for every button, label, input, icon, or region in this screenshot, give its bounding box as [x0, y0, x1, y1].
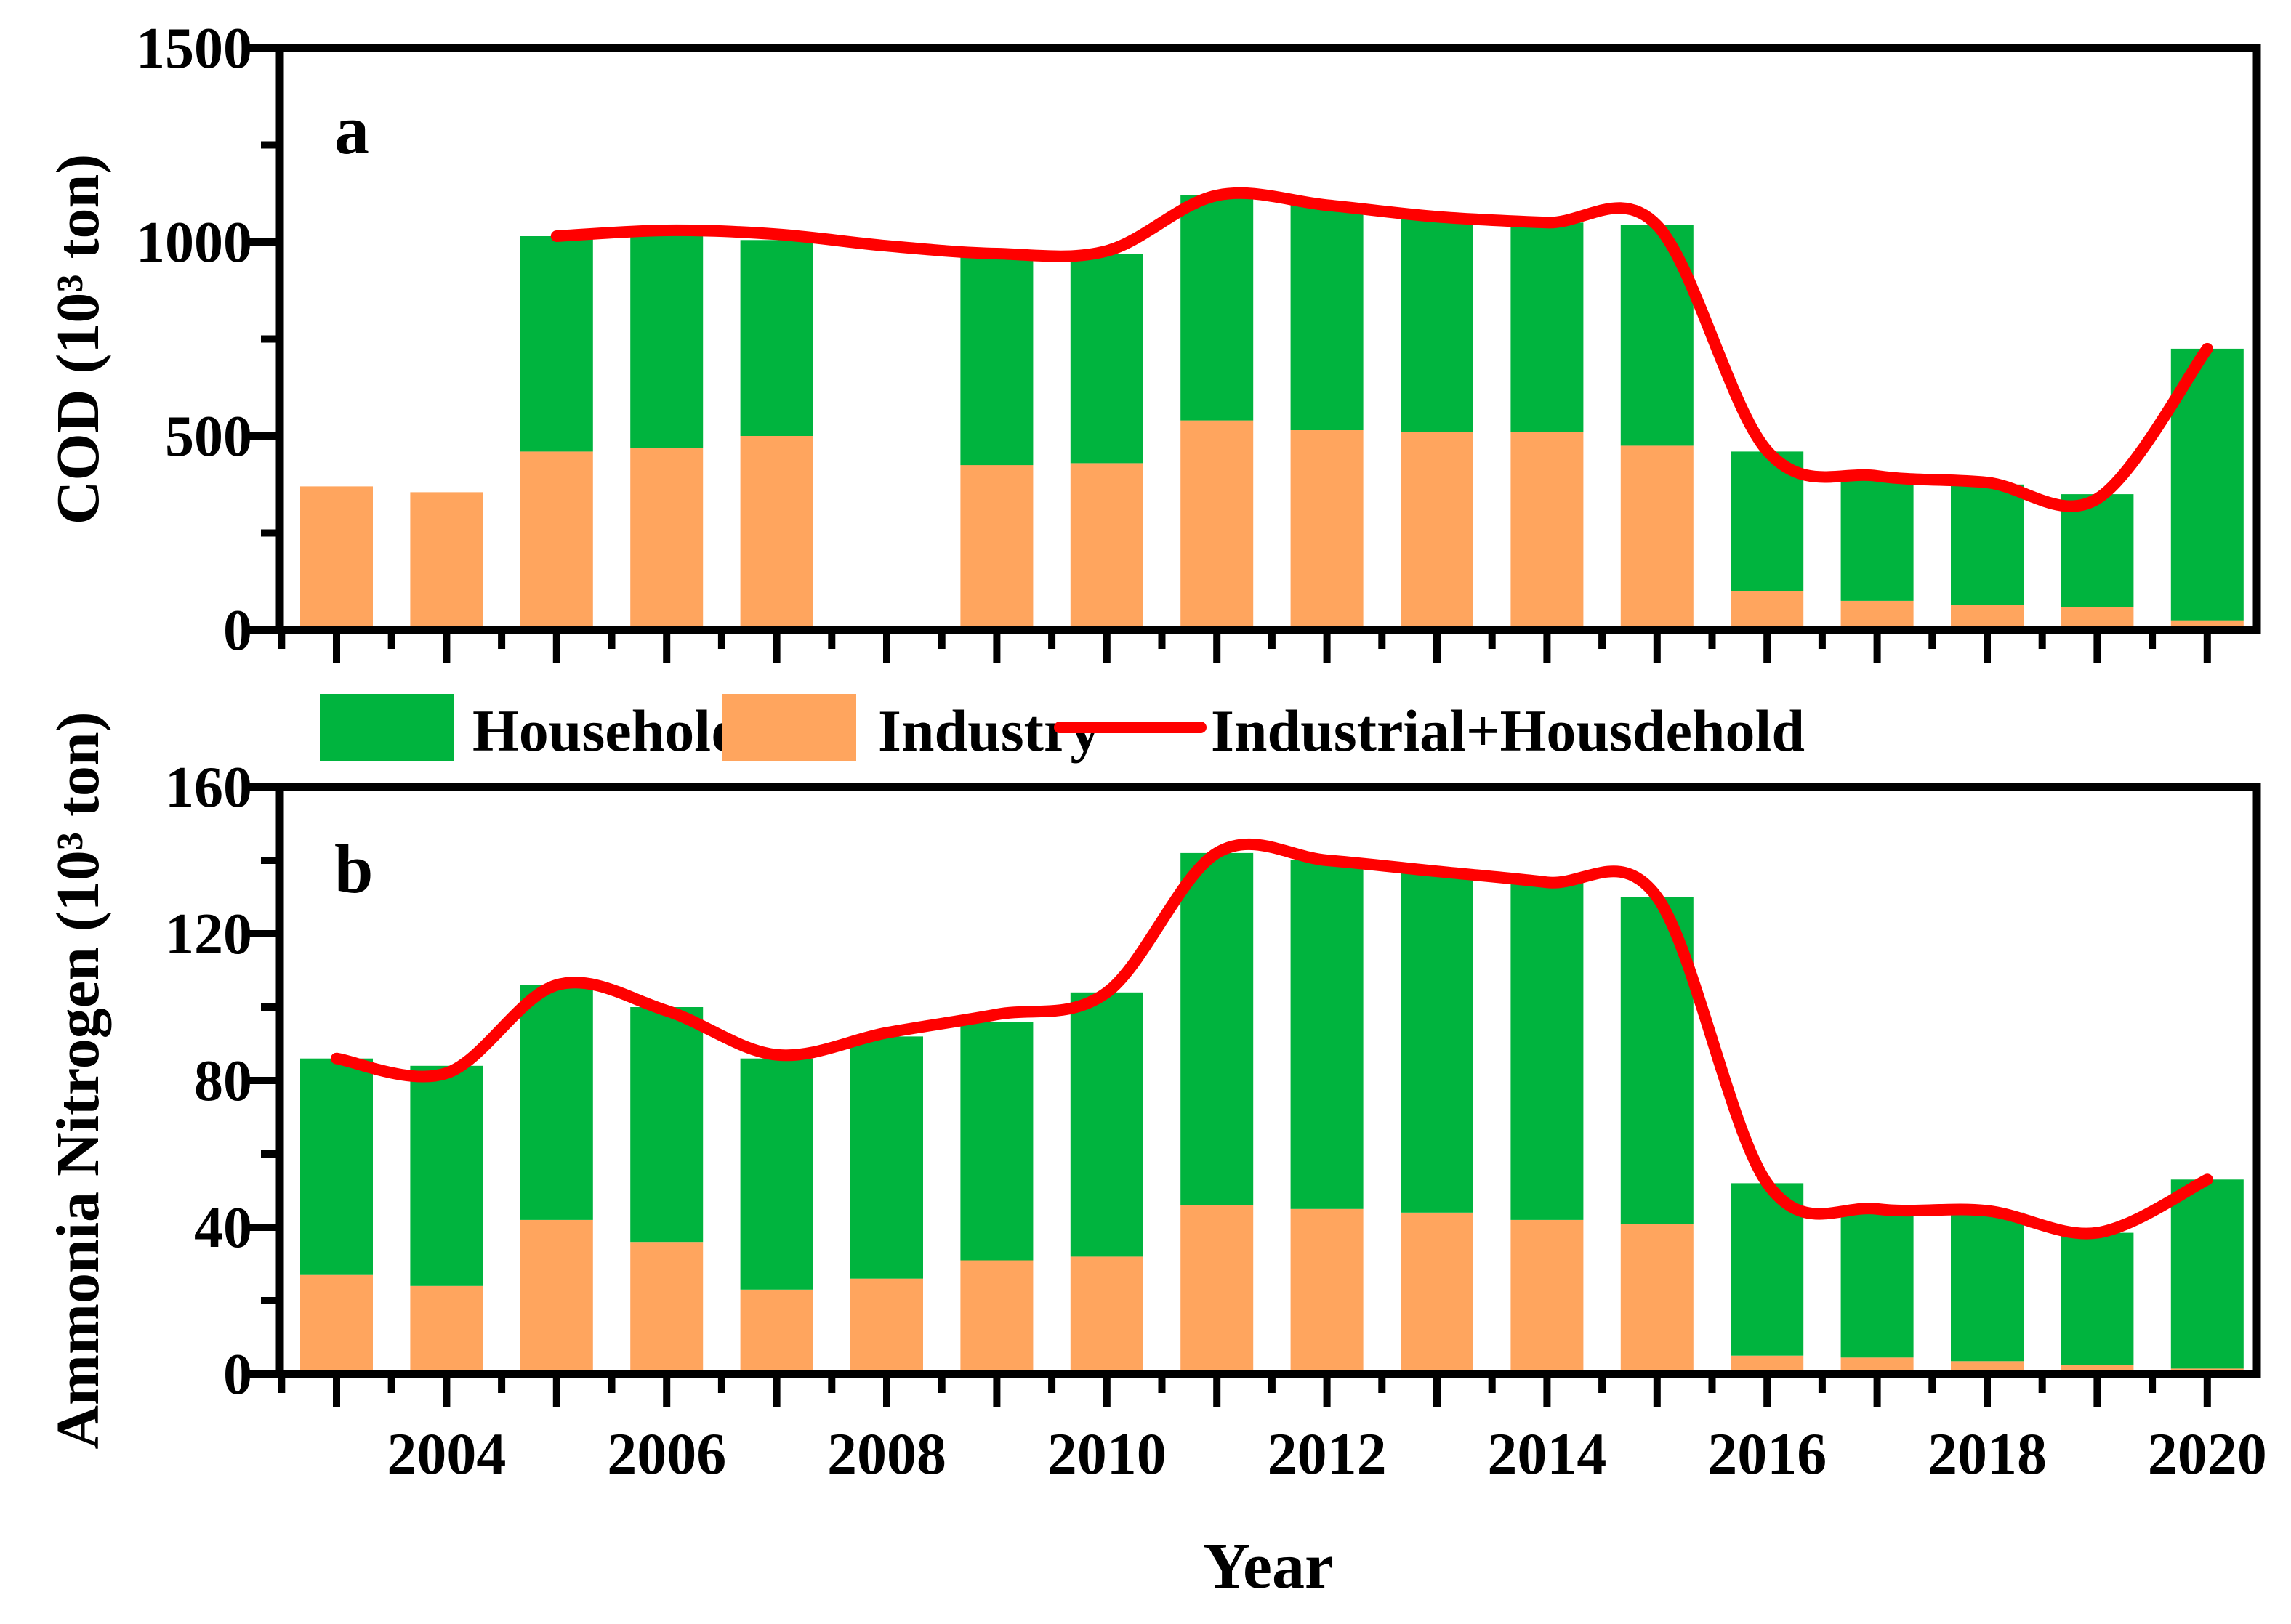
- x-tick-label-2010: 2010: [1047, 1421, 1167, 1487]
- bar-industry-2015: [1620, 445, 1694, 630]
- bar-household-2010: [1070, 992, 1143, 1257]
- bar-industry-2007: [740, 436, 813, 630]
- bar-industry-2003: [300, 1274, 373, 1374]
- bar-household-2009: [960, 1022, 1034, 1261]
- bar-industry-2009: [960, 1260, 1034, 1374]
- bar-household-2010: [1070, 254, 1143, 464]
- y-tick-label-b-120: 120: [165, 902, 252, 966]
- bar-industry-2010: [1070, 1256, 1143, 1374]
- bar-household-2014: [1510, 882, 1584, 1220]
- legend: Household Industry Industrial+Housdehold: [320, 694, 1805, 764]
- bar-industry-2008: [850, 1278, 923, 1374]
- x-tick-label-2012: 2012: [1268, 1421, 1387, 1487]
- y-tick-label-b-40: 40: [194, 1196, 252, 1260]
- bar-industry-2018: [1951, 605, 2024, 630]
- total-line-b: [331, 838, 2213, 1240]
- bar-industry-2013: [1401, 432, 1473, 630]
- bar-industry-2011: [1180, 1205, 1254, 1374]
- bar-industry-2014: [1510, 1219, 1584, 1374]
- panel-b: 0 40 80 120 160 b Ammonia Nitrogen (10³ ton): [44, 711, 2261, 1450]
- x-tick-label-2016: 2016: [1707, 1421, 1827, 1487]
- bar-industry-2017: [1840, 1357, 1914, 1374]
- bar-industry-2013: [1401, 1212, 1473, 1374]
- bar-industry-2005: [520, 1219, 593, 1374]
- bar-household-2018: [1951, 484, 2024, 605]
- bar-household-2019: [2061, 494, 2134, 607]
- bar-industry-2007: [740, 1289, 813, 1374]
- bar-household-2008: [850, 1036, 923, 1279]
- x-tick-label-2018: 2018: [1928, 1421, 2047, 1487]
- bar-industry-2015: [1620, 1224, 1694, 1374]
- bar-industry-2006: [630, 448, 704, 630]
- bar-industry-2012: [1290, 430, 1364, 630]
- bar-household-2007: [740, 1058, 813, 1290]
- y-tick-label-b-0: 0: [223, 1343, 252, 1407]
- bar-household-2014: [1510, 222, 1584, 432]
- bar-industry-2010: [1070, 463, 1143, 630]
- bar-industry-2003: [300, 486, 373, 630]
- x-axis-title: Year: [1203, 1530, 1334, 1602]
- y-tick-label-b-80: 80: [194, 1049, 252, 1113]
- bar-industry-2011: [1180, 420, 1254, 630]
- y-tick-label-b-160: 160: [165, 756, 252, 820]
- bar-household-2006: [630, 232, 704, 448]
- x-tick-label-2020: 2020: [2148, 1421, 2267, 1487]
- bar-household-2019: [2061, 1232, 2134, 1365]
- bar-industry-2009: [960, 465, 1034, 630]
- legend-label-total-line: Industrial+Housdehold: [1211, 698, 1805, 764]
- legend-swatch-industry: [722, 694, 856, 761]
- bar-household-2018: [1951, 1212, 2024, 1362]
- x-axis-labels: 2004 2006 2008 2010 2012 2014 2016 2018 2020 Year: [387, 1421, 2266, 1602]
- x-tick-label-2008: 2008: [827, 1421, 946, 1487]
- bar-household-2005: [520, 236, 593, 452]
- total-line-a: [550, 187, 2213, 512]
- panel-letter-a: a: [334, 91, 369, 169]
- bar-household-2013: [1401, 871, 1473, 1213]
- legend-label-household: Household: [472, 698, 744, 764]
- bar-household-2009: [960, 255, 1034, 466]
- bar-household-2017: [1840, 478, 1914, 601]
- bar-household-2005: [520, 985, 593, 1220]
- bar-household-2011: [1180, 195, 1254, 421]
- bar-household-2011: [1180, 852, 1254, 1205]
- bar-household-2003: [300, 1058, 373, 1275]
- y-tick-label-a-1000: 1000: [136, 211, 252, 275]
- bar-industry-2014: [1510, 432, 1584, 630]
- y-axis-title-b: Ammonia Nitrogen (10³ ton): [44, 711, 112, 1449]
- bar-household-2017: [1840, 1208, 1914, 1358]
- bar-industry-2017: [1840, 601, 1914, 630]
- y-tick-label-a-0: 0: [223, 599, 252, 663]
- y-tick-label-a-500: 500: [165, 405, 252, 469]
- x-tick-label-2004: 2004: [387, 1421, 506, 1487]
- bar-household-2012: [1290, 205, 1364, 430]
- bar-industry-2004: [410, 1285, 483, 1374]
- bar-industry-2005: [520, 451, 593, 630]
- x-tick-label-2014: 2014: [1487, 1421, 1606, 1487]
- bar-household-2007: [740, 240, 813, 436]
- bar-industry-2004: [410, 492, 483, 630]
- y-tick-label-a-1500: 1500: [136, 17, 252, 81]
- bar-industry-2006: [630, 1242, 704, 1374]
- legend-swatch-household: [320, 694, 454, 761]
- bar-industry-2012: [1290, 1208, 1364, 1375]
- x-tick-label-2006: 2006: [607, 1421, 726, 1487]
- panel-letter-b: b: [334, 830, 373, 908]
- panel-a: 0 500 1000 1500 a COD (10³ ton): [44, 17, 2261, 663]
- bar-household-2004: [410, 1065, 483, 1286]
- y-axis-title-a: COD (10³ ton): [44, 154, 112, 525]
- bar-household-2013: [1401, 217, 1473, 432]
- bar-household-2012: [1290, 860, 1364, 1209]
- bar-industry-2016: [1731, 591, 1804, 630]
- bar-household-2020: [2170, 1179, 2244, 1369]
- bar-household-2006: [630, 1007, 704, 1243]
